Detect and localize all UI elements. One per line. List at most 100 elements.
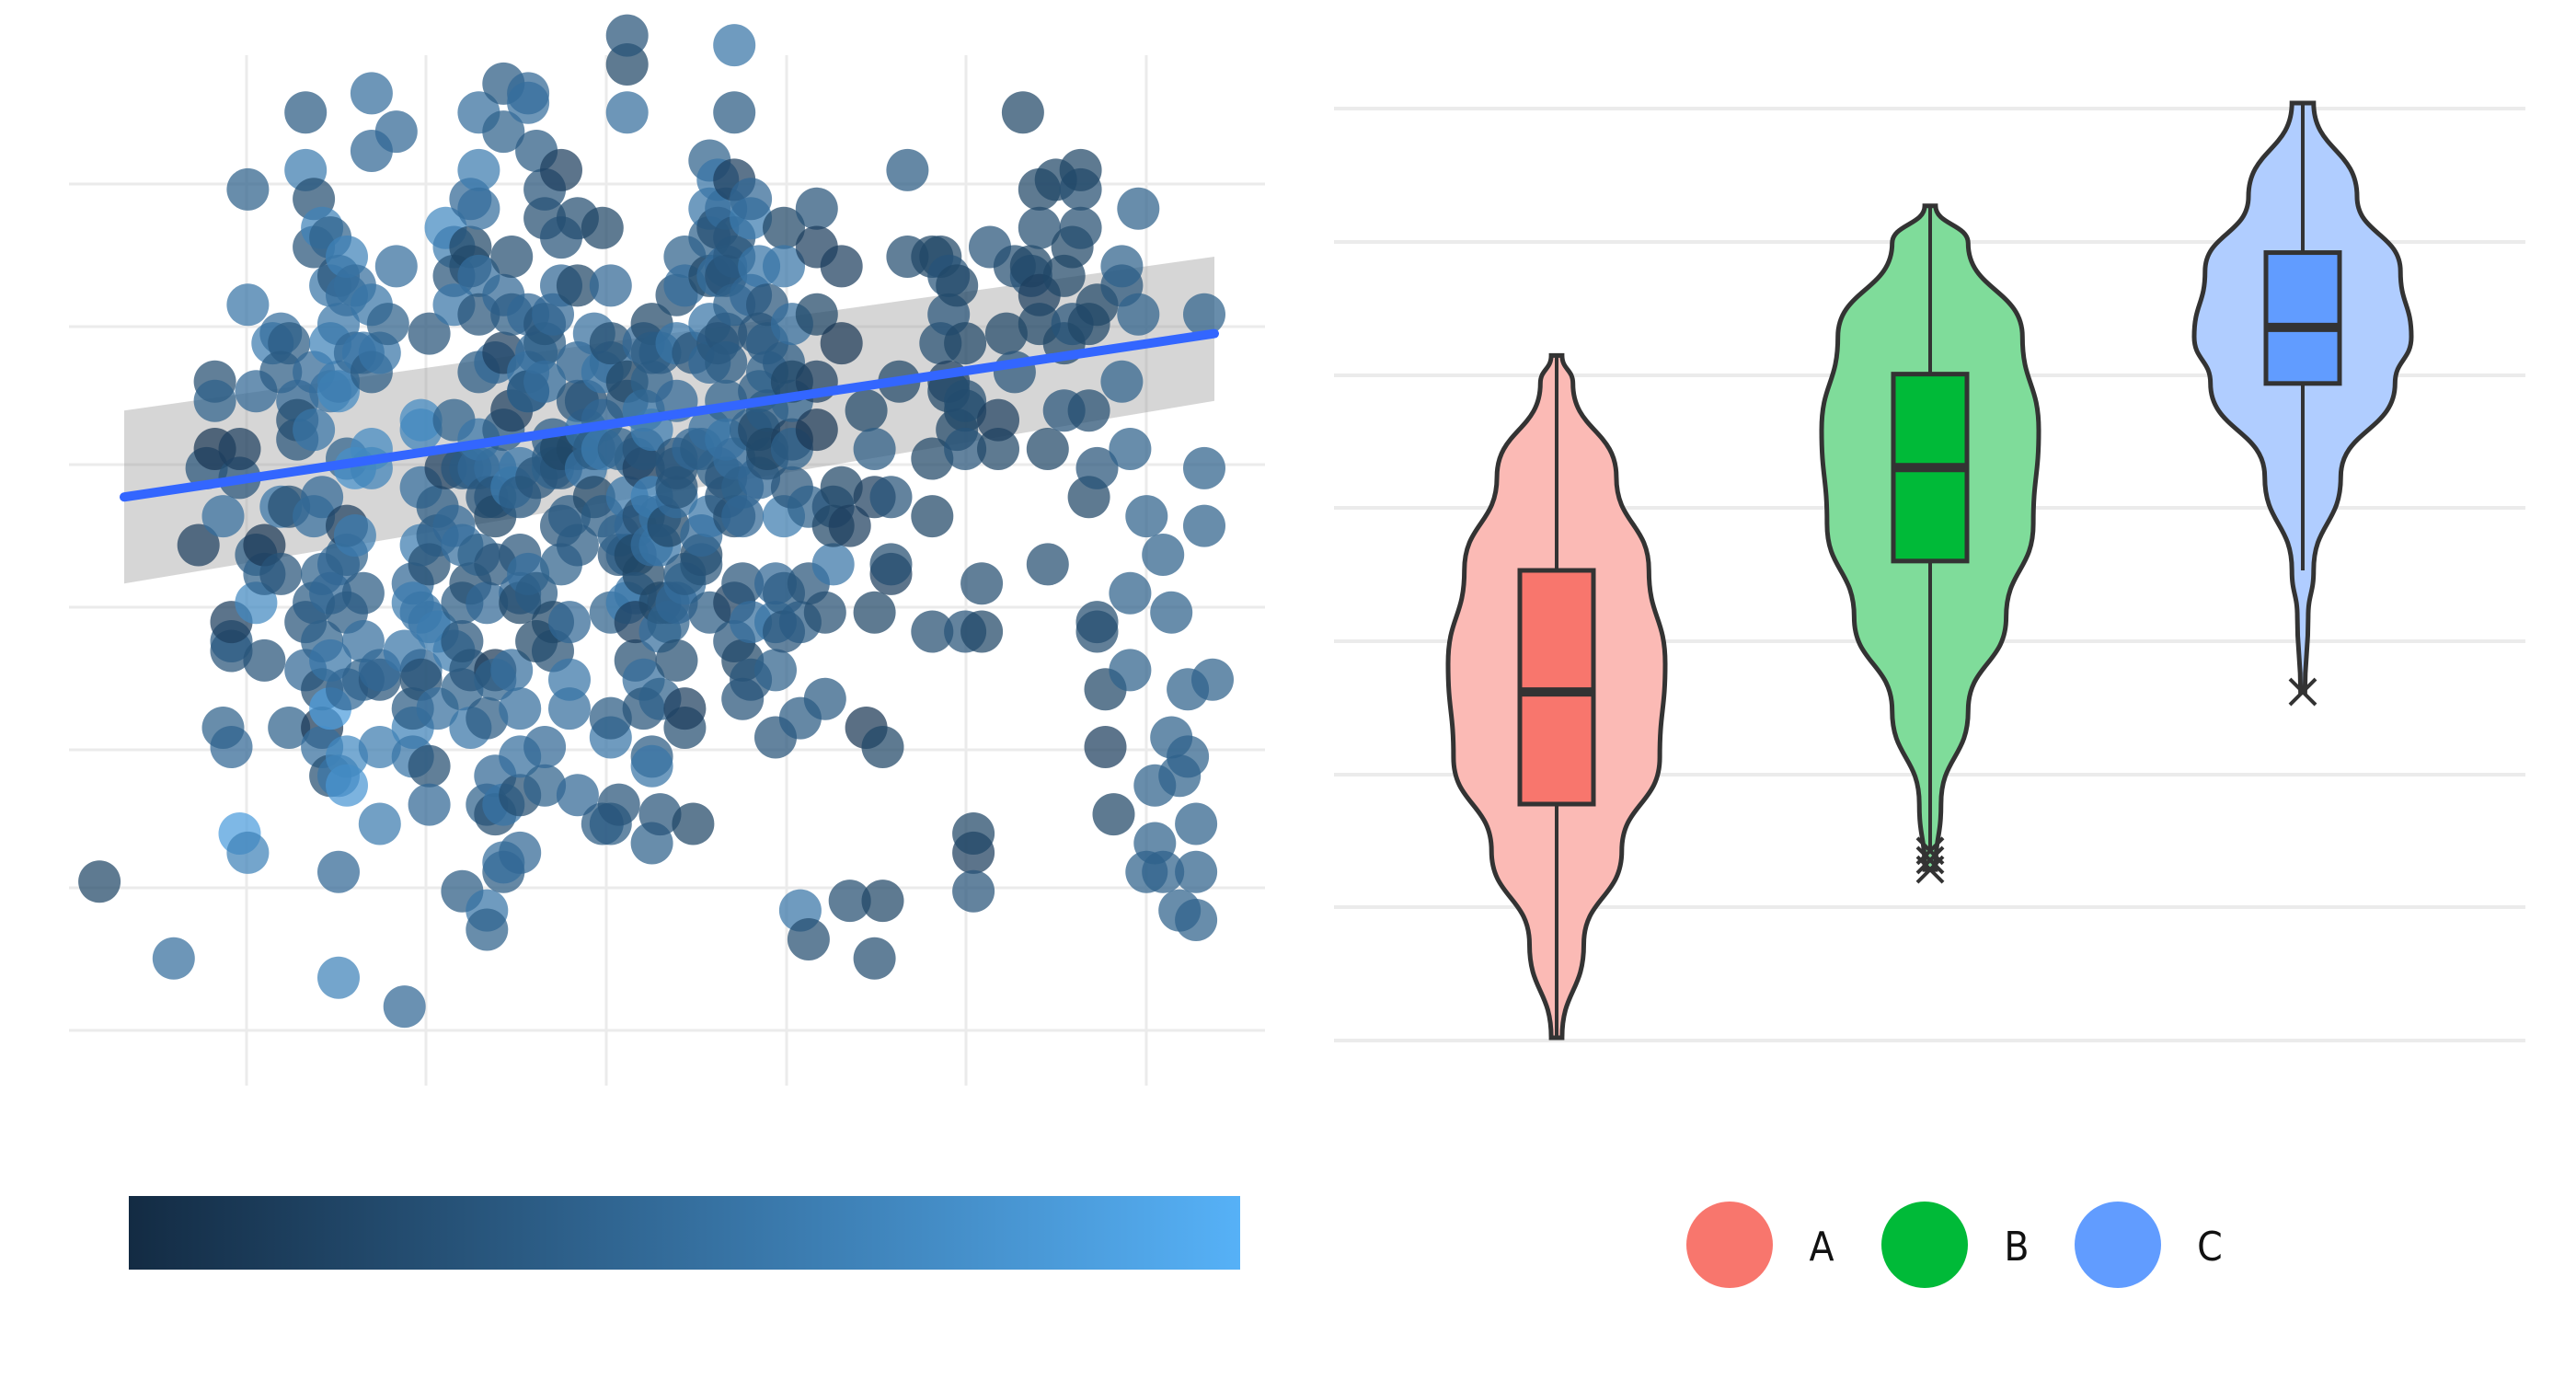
scatter-point: [828, 880, 871, 923]
scatter-point: [1117, 187, 1160, 230]
scatter-point: [795, 293, 838, 336]
scatter-point: [1092, 793, 1135, 836]
scatter-point: [984, 312, 1028, 355]
scatter-point: [944, 428, 987, 470]
scatter-point: [795, 187, 838, 230]
scatter-point: [803, 591, 846, 634]
scatter-plot-panel: [69, 14, 1265, 1270]
scatter-point: [1109, 649, 1152, 692]
scatter-point: [1183, 446, 1225, 489]
scatter-point: [721, 495, 765, 538]
scatter-point: [869, 543, 913, 586]
legend-swatch-c: [2075, 1202, 2161, 1288]
scatter-point: [408, 783, 451, 826]
scatter-point: [366, 303, 409, 346]
scatter-point: [1001, 91, 1044, 134]
scatter-point: [820, 322, 863, 365]
scatter-point: [466, 696, 509, 740]
scatter-point: [1142, 534, 1185, 576]
scatter-point: [1100, 360, 1144, 403]
violin-groups: [1445, 100, 2414, 1041]
scatter-point: [911, 610, 954, 653]
scatter-point: [1026, 428, 1069, 470]
scatter-point: [548, 601, 591, 644]
scatter-point: [548, 658, 591, 701]
scatter-point: [663, 687, 707, 730]
scatter-point: [944, 322, 987, 365]
scatter-point: [853, 591, 896, 634]
scatter-point: [869, 476, 913, 519]
scatter-point: [820, 466, 863, 509]
scatter-point: [457, 148, 500, 191]
violin-legend: A B C: [1686, 1202, 2223, 1288]
scatter-point: [1100, 245, 1144, 288]
outlier-mark: [2288, 677, 2317, 707]
scatter-point: [795, 408, 838, 452]
scatter-point: [605, 91, 649, 134]
scatter-point: [1175, 850, 1218, 893]
scatter-point: [655, 638, 698, 682]
scatter-point: [499, 831, 542, 874]
scatter-point: [177, 523, 220, 567]
scatter-point: [268, 322, 311, 365]
scatter-point: [845, 389, 888, 432]
scatter-point: [193, 379, 236, 422]
scatter-point: [1191, 658, 1234, 701]
scatter-point: [861, 726, 904, 768]
scatter-point: [589, 322, 632, 365]
trend-line: [120, 328, 1219, 502]
scatter-point: [523, 764, 567, 807]
scatter-point: [589, 264, 632, 307]
scatter-point: [482, 110, 525, 154]
scatter-point: [977, 398, 1019, 442]
legend-swatch-b: [1881, 1202, 1968, 1288]
scatter-point: [886, 148, 929, 191]
scatter-point: [1142, 850, 1185, 893]
scatter-point: [1084, 726, 1127, 768]
box-iqr: [1517, 568, 1596, 807]
box-iqr: [2263, 250, 2342, 386]
violin-group-b: [1819, 203, 2041, 884]
scatter-point: [218, 428, 261, 470]
scatter-point: [399, 398, 443, 442]
scatter-point: [226, 831, 270, 874]
scatter-point: [1125, 495, 1168, 538]
scatter-point: [853, 937, 896, 980]
scatter-point: [152, 937, 195, 980]
scatter-point: [853, 428, 896, 470]
scatter-point: [333, 514, 376, 557]
scatter-point: [705, 341, 748, 384]
scatter-point: [754, 649, 797, 692]
scatter-point: [944, 379, 987, 422]
scatter-point: [383, 985, 426, 1029]
scatter-point: [259, 552, 303, 595]
scatter-point: [523, 360, 567, 403]
scatter-point: [374, 245, 418, 288]
scatter-point: [952, 869, 995, 913]
outlier-mark: [1915, 845, 1945, 875]
scatter-point: [284, 91, 328, 134]
scatter-point: [226, 167, 270, 211]
scatter-point: [713, 91, 756, 134]
scatter-point: [350, 72, 393, 115]
scatter-point: [763, 206, 805, 249]
scatter-point: [374, 110, 418, 154]
scatter-point: [911, 495, 954, 538]
scatter-point: [507, 81, 550, 124]
legend-label-a: A: [1809, 1224, 1834, 1271]
scatter-point: [820, 245, 863, 288]
scatter-point: [317, 956, 360, 999]
legend-label-b: B: [2004, 1224, 2029, 1271]
scatter-point: [1109, 571, 1152, 615]
scatter-point: [408, 744, 451, 788]
legend-label-c: C: [2197, 1224, 2223, 1271]
scatter-point: [1067, 389, 1110, 432]
scatter-point: [589, 696, 632, 740]
scatter-point: [243, 638, 286, 682]
scatter-point: [457, 187, 500, 230]
scatter-point: [268, 707, 311, 749]
scatter-point: [1183, 293, 1225, 336]
scatter-point: [811, 543, 855, 586]
scatter-point: [787, 918, 830, 960]
